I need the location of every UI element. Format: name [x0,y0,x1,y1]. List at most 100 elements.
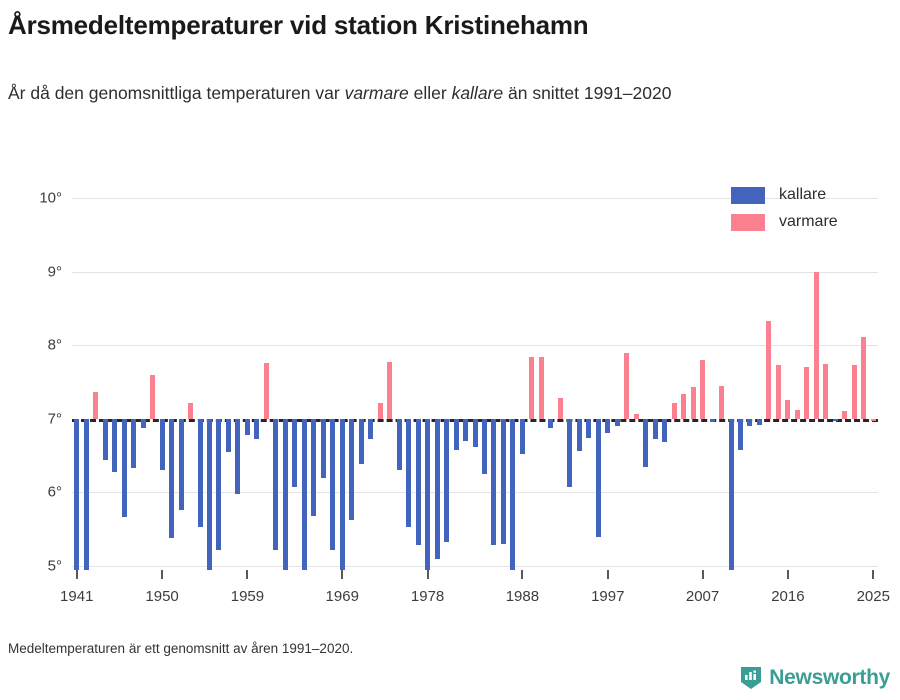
bar[interactable] [434,418,440,559]
bar[interactable] [595,418,601,537]
bar[interactable] [188,402,194,419]
bar[interactable] [358,418,364,465]
bar[interactable] [557,398,563,419]
bar[interactable] [273,418,279,550]
bar[interactable] [263,362,269,419]
bar[interactable] [197,418,203,527]
bar[interactable] [112,418,118,472]
bar[interactable] [842,410,848,419]
bar[interactable] [169,418,175,539]
bar[interactable] [700,359,706,419]
bar[interactable] [491,418,497,546]
bar[interactable] [510,418,516,570]
brand-logo[interactable]: Newsworthy [740,666,890,690]
bar[interactable] [481,418,487,474]
subtitle-text-2: eller [408,83,452,103]
bar[interactable] [102,418,108,460]
bar[interactable] [823,363,829,419]
bar[interactable] [538,356,544,419]
bar[interactable] [586,418,592,438]
bar[interactable] [709,418,715,423]
bar[interactable] [225,418,231,452]
bar[interactable] [216,418,222,550]
bar[interactable] [756,418,762,426]
gridline [72,345,878,347]
bar[interactable] [861,337,867,419]
x-axis-tick-label: 1978 [410,588,445,605]
bar[interactable] [548,418,554,428]
x-axis-tick-mark [161,570,164,579]
bar[interactable] [870,418,876,421]
bar[interactable] [368,418,374,440]
bar[interactable] [681,393,687,419]
bar[interactable] [159,418,165,471]
bar[interactable] [766,320,772,419]
bar[interactable] [576,418,582,452]
bar[interactable] [519,418,525,455]
subtitle-emphasis-varmare: varmare [344,83,409,103]
bar[interactable] [320,418,326,478]
bar[interactable] [301,418,307,570]
bar[interactable] [605,418,611,433]
bar[interactable] [121,418,127,517]
bar[interactable] [140,418,146,429]
x-axis-tick-mark [786,570,789,579]
x-axis-tick-mark [246,570,249,579]
bar[interactable] [415,418,421,546]
bar[interactable] [614,418,620,427]
bar[interactable] [282,418,288,570]
bar[interactable] [93,391,99,419]
bar[interactable] [74,418,80,570]
bar[interactable] [624,353,630,419]
bar[interactable] [662,418,668,443]
x-axis-tick-mark [521,570,524,579]
legend-item-varmare[interactable]: varmare [731,213,838,231]
bar[interactable] [643,418,649,468]
bar[interactable] [851,365,857,419]
bar[interactable] [349,418,355,521]
bar[interactable] [738,418,743,451]
subtitle-text-3: än snittet 1991–2020 [503,83,672,103]
bar[interactable] [529,356,535,419]
bar[interactable] [311,418,317,516]
bar[interactable] [747,418,753,427]
bar[interactable] [206,418,212,570]
bar[interactable] [150,374,156,419]
bar[interactable] [131,418,137,469]
y-axis-tick-label: 5° [47,557,62,575]
bar[interactable] [463,418,469,441]
bar[interactable] [406,418,412,527]
bar[interactable] [785,399,791,419]
bar[interactable] [719,386,725,419]
bar[interactable] [425,418,431,570]
bar[interactable] [690,387,696,419]
bar[interactable] [444,418,450,543]
bar[interactable] [775,365,781,419]
bar[interactable] [330,418,336,550]
bar[interactable] [387,362,393,419]
bar[interactable] [652,418,658,440]
legend-item-kallare[interactable]: kallare [731,186,838,204]
bar[interactable] [292,418,298,487]
x-axis-tick-label: 1969 [325,588,359,605]
bar[interactable] [472,418,478,447]
bar[interactable] [794,409,800,419]
bar[interactable] [83,418,89,570]
bar[interactable] [178,418,184,511]
bar[interactable] [633,414,639,419]
bar[interactable] [500,418,506,544]
bar[interactable] [804,366,810,419]
bar[interactable] [244,418,250,435]
bar[interactable] [728,418,734,570]
bar[interactable] [567,418,573,487]
bar[interactable] [396,418,402,471]
bar[interactable] [671,402,677,419]
bar[interactable] [832,418,838,421]
bar[interactable] [235,418,241,494]
bar[interactable] [453,418,459,450]
bar[interactable] [339,418,345,570]
bar[interactable] [377,402,383,419]
bar[interactable] [254,418,260,440]
bar[interactable] [813,271,819,419]
